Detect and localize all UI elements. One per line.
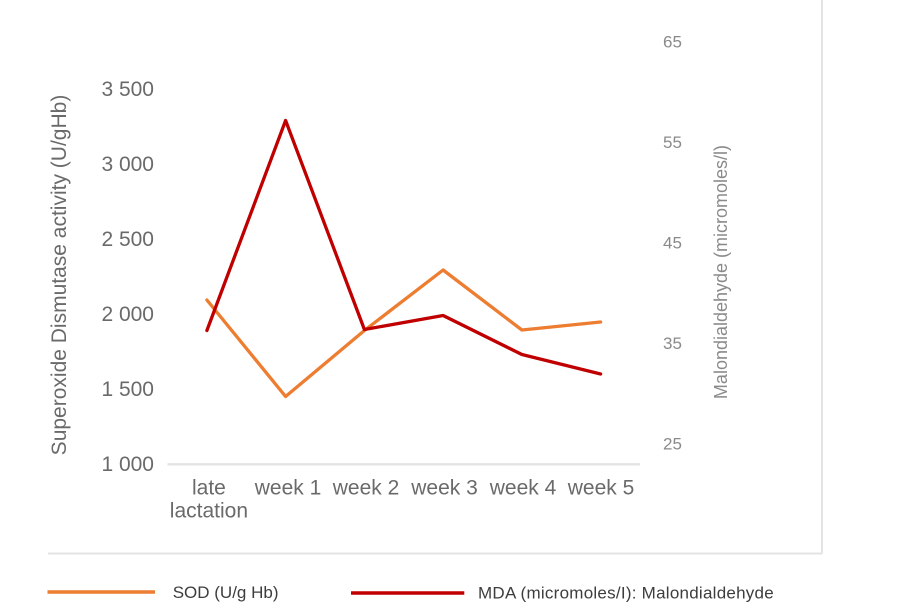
- svg-text:week 1: week 1: [254, 477, 322, 500]
- svg-text:SOD (U/g Hb): SOD (U/g Hb): [173, 583, 279, 602]
- svg-text:2 000: 2 000: [101, 303, 154, 326]
- svg-text:3 000: 3 000: [101, 153, 154, 176]
- svg-text:Superoxide Dismutase activity: Superoxide Dismutase activity (U/gHb): [48, 95, 71, 456]
- svg-text:week 3: week 3: [410, 477, 478, 500]
- svg-text:lactation: lactation: [170, 500, 248, 523]
- svg-text:Malondialdehyde (micromoles/l): Malondialdehyde (micromoles/l): [711, 145, 731, 399]
- svg-text:65: 65: [663, 32, 682, 51]
- svg-text:week 4: week 4: [489, 477, 557, 500]
- svg-text:55: 55: [663, 133, 682, 152]
- svg-text:late: late: [192, 477, 226, 500]
- svg-text:week 2: week 2: [332, 477, 400, 500]
- svg-text:1 000: 1 000: [101, 453, 154, 476]
- svg-text:45: 45: [663, 233, 682, 252]
- svg-text:1 500: 1 500: [101, 378, 154, 401]
- svg-text:3 500: 3 500: [101, 78, 154, 101]
- svg-text:2 500: 2 500: [101, 228, 154, 251]
- svg-text:25: 25: [663, 434, 682, 453]
- svg-text:week 5: week 5: [567, 477, 635, 500]
- svg-text:35: 35: [663, 334, 682, 353]
- svg-text:MDA (micromoles/I): Malondiald: MDA (micromoles/I): Malondialdehyde: [478, 584, 774, 603]
